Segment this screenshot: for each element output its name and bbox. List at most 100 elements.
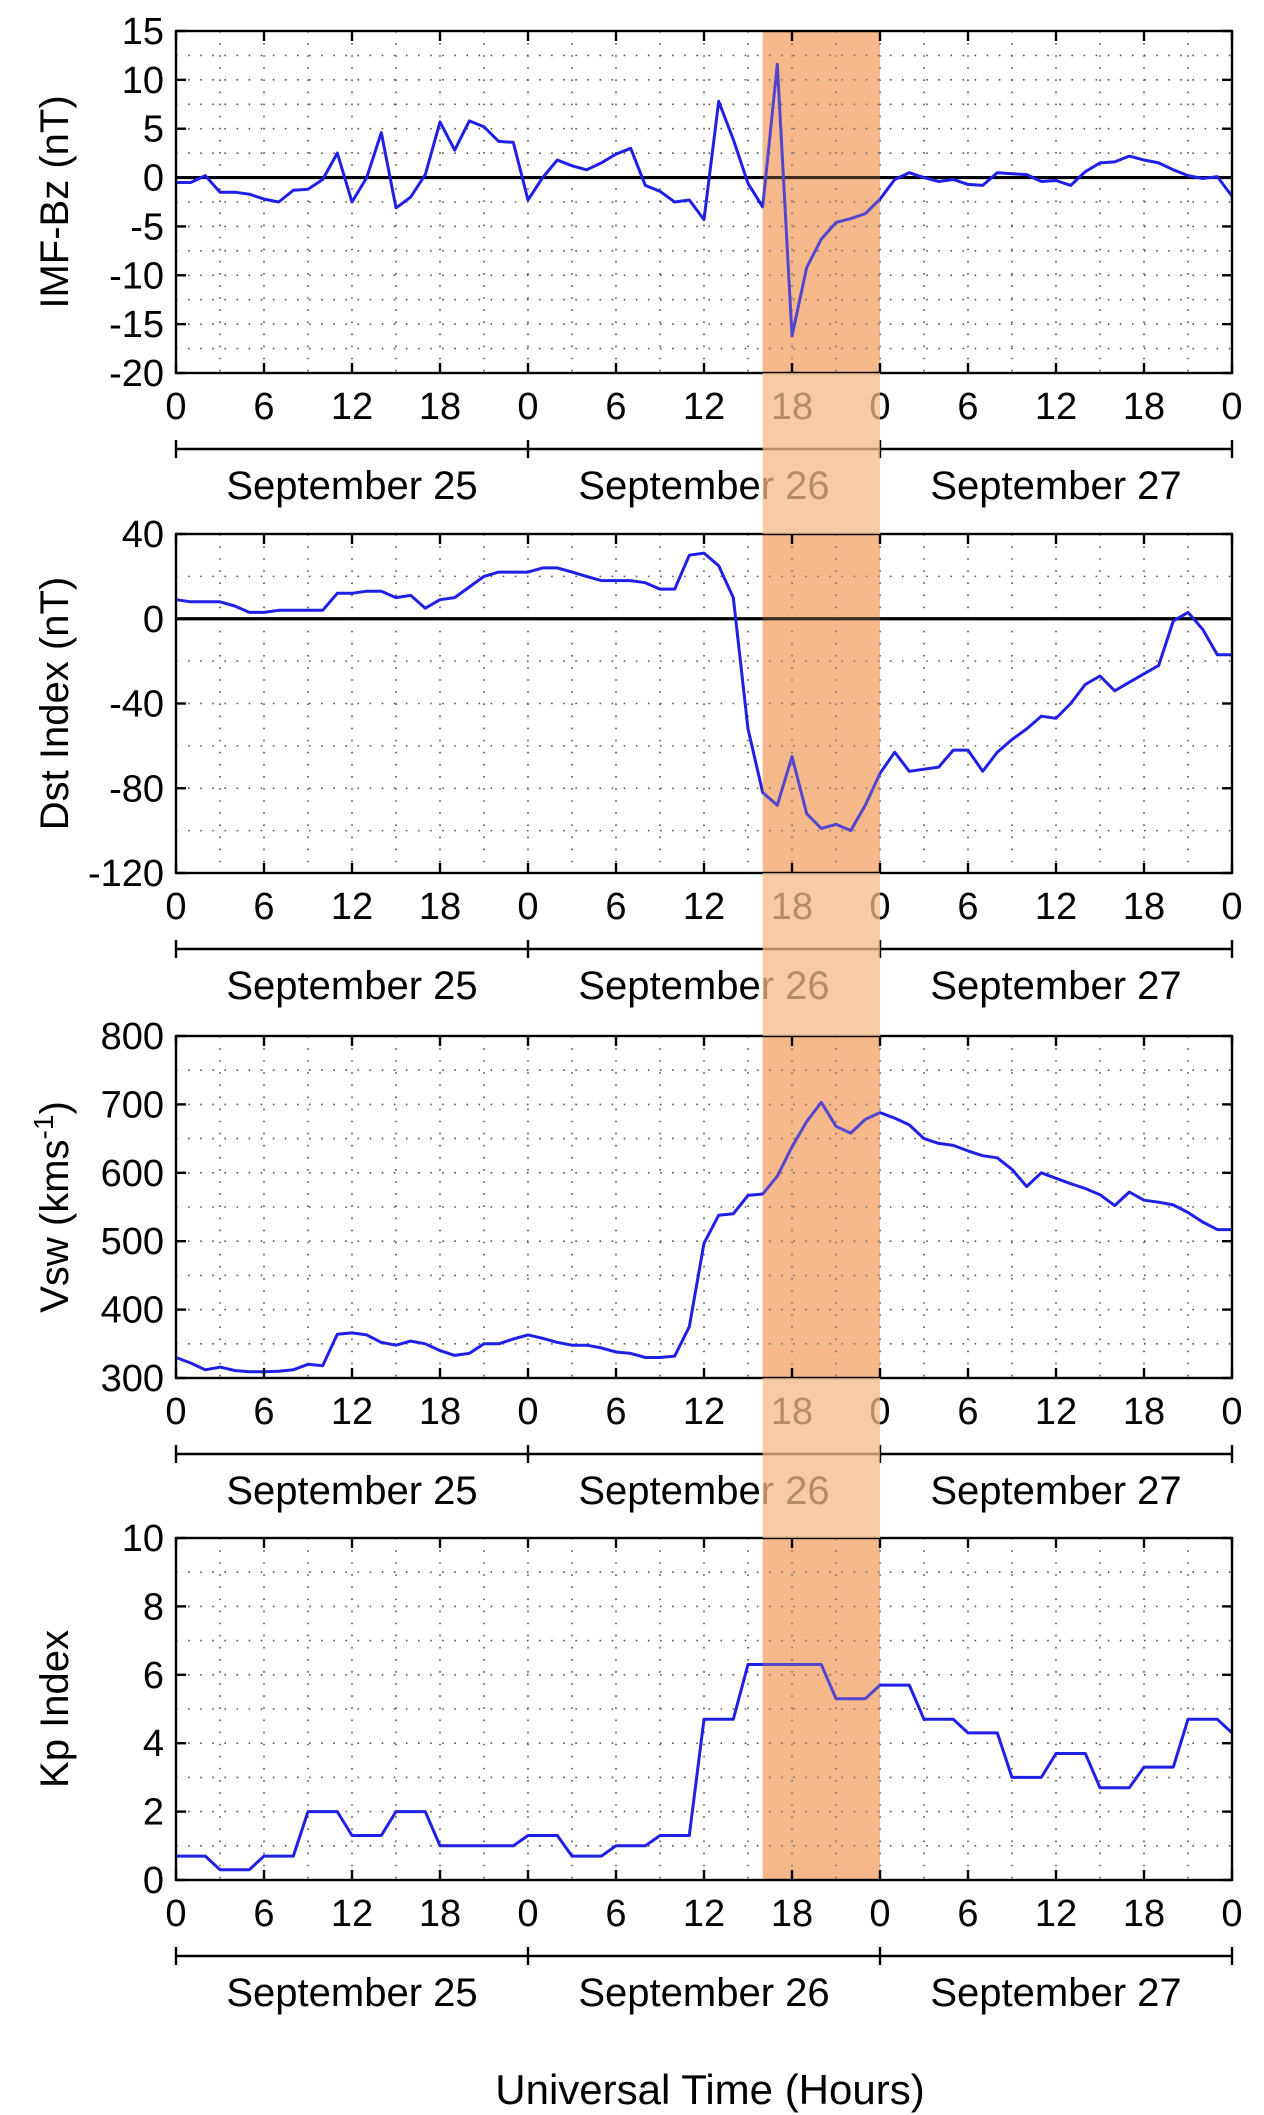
x-tick-label: 6 xyxy=(253,386,274,428)
x-tick-label: 12 xyxy=(1035,886,1077,928)
x-tick-label: 0 xyxy=(517,886,538,928)
x-tick-label: 0 xyxy=(165,886,186,928)
x-tick-label: 12 xyxy=(683,1391,725,1433)
day-label: September 27 xyxy=(930,964,1181,1008)
highlight-overlay xyxy=(762,1036,880,1378)
y-tick-label: 2 xyxy=(143,1792,164,1834)
y-tick-label: -10 xyxy=(109,255,164,297)
x-tick-label: 0 xyxy=(1221,1893,1242,1935)
x-tick-label: 0 xyxy=(517,386,538,428)
x-tick-label: 18 xyxy=(1123,386,1165,428)
y-tick-label: 6 xyxy=(143,1655,164,1697)
day-label: September 25 xyxy=(226,464,477,508)
x-tick-label: 12 xyxy=(1035,1391,1077,1433)
y-tick-label: 5 xyxy=(143,109,164,151)
y-axis-title-superscript: -1 xyxy=(28,1115,59,1140)
y-tick-label: -5 xyxy=(130,206,164,248)
highlight-overlay xyxy=(762,534,880,873)
y-tick-label: -80 xyxy=(109,768,164,810)
day-label: September 27 xyxy=(930,464,1181,508)
y-tick-label: -15 xyxy=(109,304,164,346)
x-axis-title: Universal Time (Hours) xyxy=(495,2066,924,2113)
x-tick-label: 0 xyxy=(517,1391,538,1433)
y-tick-label: 0 xyxy=(143,1860,164,1902)
x-tick-label: 18 xyxy=(419,1391,461,1433)
x-tick-label: 12 xyxy=(331,1893,373,1935)
x-tick-label: 18 xyxy=(1123,1893,1165,1935)
x-tick-label: 12 xyxy=(683,386,725,428)
x-tick-label: 18 xyxy=(419,1893,461,1935)
x-tick-label: 12 xyxy=(331,1391,373,1433)
x-tick-label: 18 xyxy=(419,886,461,928)
series-line xyxy=(175,551,1232,833)
x-tick-label: 12 xyxy=(1035,1893,1077,1935)
y-tick-label: 4 xyxy=(143,1723,164,1765)
y-axis-title: IMF-Bz (nT) xyxy=(33,95,77,308)
series-line xyxy=(176,62,1234,338)
x-tick-label: 6 xyxy=(957,1391,978,1433)
x-tick-label: 6 xyxy=(605,1893,626,1935)
y-axis-title: Kp Index xyxy=(33,1630,77,1788)
x-tick-label: 0 xyxy=(1221,886,1242,928)
y-axis-title: Vsw (kms-1) xyxy=(28,1101,78,1313)
x-tick-label: 0 xyxy=(165,1391,186,1433)
series-line xyxy=(176,1663,1234,1872)
panel-kp: 0 6 12 18 0 6 12 18 0 6 12 18 0 10 8 6 4 2 0 Kp Index Septem… xyxy=(33,1518,1243,2015)
highlight-gap xyxy=(762,1378,880,1538)
day-label: September 27 xyxy=(930,1469,1181,1513)
y-tick-label: 800 xyxy=(101,1016,164,1058)
x-tick-label: 18 xyxy=(771,1893,813,1935)
x-tick-label: 18 xyxy=(1123,1391,1165,1433)
day-label: September 25 xyxy=(226,1971,477,2015)
day-label: September 25 xyxy=(226,1469,477,1513)
x-tick-label: 6 xyxy=(605,1391,626,1433)
x-tick-label: 18 xyxy=(1123,886,1165,928)
y-tick-label: 40 xyxy=(122,514,164,556)
y-tick-label: 0 xyxy=(143,158,164,200)
highlight-gap xyxy=(762,873,880,1036)
y-tick-label: 10 xyxy=(122,1518,164,1560)
x-tick-label: 12 xyxy=(331,386,373,428)
y-tick-label: 400 xyxy=(101,1290,164,1332)
y-tick-label: 700 xyxy=(101,1084,164,1126)
y-tick-label: 300 xyxy=(101,1358,164,1400)
y-tick-label: -40 xyxy=(109,684,164,726)
x-tick-label: 6 xyxy=(605,886,626,928)
x-tick-label: 12 xyxy=(1035,386,1077,428)
x-tick-label: 18 xyxy=(419,386,461,428)
y-tick-label: -20 xyxy=(109,353,164,395)
x-tick-label: 6 xyxy=(253,1391,274,1433)
panels: 0612180612180612180151050-5-10-15-20IMF-… xyxy=(28,11,1243,2015)
day-label: September 26 xyxy=(578,1971,829,2015)
x-tick-label: 0 xyxy=(1221,386,1242,428)
y-tick-label: 500 xyxy=(101,1221,164,1263)
x-tick-label: 0 xyxy=(165,1893,186,1935)
y-tick-label: 10 xyxy=(122,60,164,102)
x-tick-label: 6 xyxy=(253,886,274,928)
series-line xyxy=(175,1100,1232,1374)
day-label: September 25 xyxy=(226,964,477,1008)
highlight-gap xyxy=(762,373,880,534)
x-tick-label: 12 xyxy=(331,886,373,928)
y-tick-label: 8 xyxy=(143,1586,164,1628)
highlight-overlay xyxy=(762,1538,880,1880)
x-tick-label: 6 xyxy=(957,1893,978,1935)
day-label: September 27 xyxy=(930,1971,1181,2015)
panel-imf: 0612180612180612180151050-5-10-15-20IMF-… xyxy=(33,11,1243,508)
highlight-overlay xyxy=(762,31,880,373)
x-tick-label: 12 xyxy=(683,886,725,928)
y-tick-label: 0 xyxy=(143,599,164,641)
x-tick-label: 6 xyxy=(605,386,626,428)
x-tick-label: 6 xyxy=(957,386,978,428)
y-tick-label: -120 xyxy=(88,853,164,895)
x-tick-label: 0 xyxy=(517,1893,538,1935)
y-tick-label: 600 xyxy=(101,1153,164,1195)
x-tick-label: 0 xyxy=(1221,1391,1242,1433)
panel-vsw: 0612180612180612180800700600500400300Vsw… xyxy=(28,1016,1243,1513)
x-tick-label: 6 xyxy=(957,886,978,928)
y-tick-label: 15 xyxy=(122,11,164,53)
x-tick-label: 0 xyxy=(165,386,186,428)
y-axis-title: Dst Index (nT) xyxy=(33,577,77,830)
